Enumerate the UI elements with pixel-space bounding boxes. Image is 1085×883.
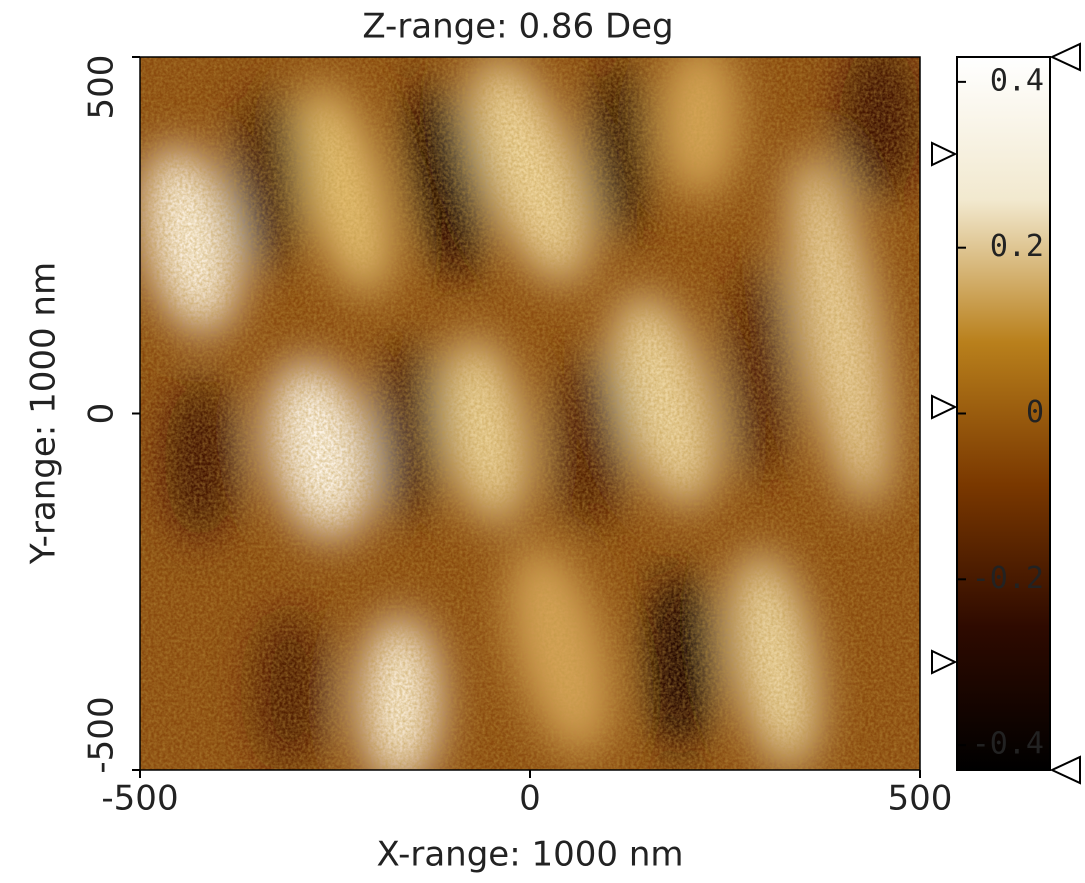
colorbar [956, 56, 1051, 771]
chart-title: Z-range: 0.86 Deg [362, 7, 673, 47]
y-tick-label: 0 [82, 403, 122, 425]
x-tick-label: 500 [888, 779, 953, 819]
x-axis-label: X-range: 1000 nm [377, 835, 684, 875]
x-tick-label: -500 [101, 779, 178, 819]
colorbar-tick-label: -0.4 [972, 727, 1044, 762]
colorbar-tick-label: 0 [1026, 395, 1044, 430]
colorbar-tick-label: 0.2 [990, 229, 1044, 264]
phase-image [140, 57, 920, 770]
colorbar-markers [931, 42, 1081, 785]
colorbar-tick-label: -0.2 [972, 561, 1044, 596]
y-axis-label: Y-range: 1000 nm [24, 262, 64, 565]
x-tick-label: 0 [519, 779, 541, 819]
colorbar-tick-label: 0.4 [990, 63, 1044, 98]
y-tick-label: -500 [82, 696, 122, 773]
y-tick-label: 500 [82, 55, 122, 120]
